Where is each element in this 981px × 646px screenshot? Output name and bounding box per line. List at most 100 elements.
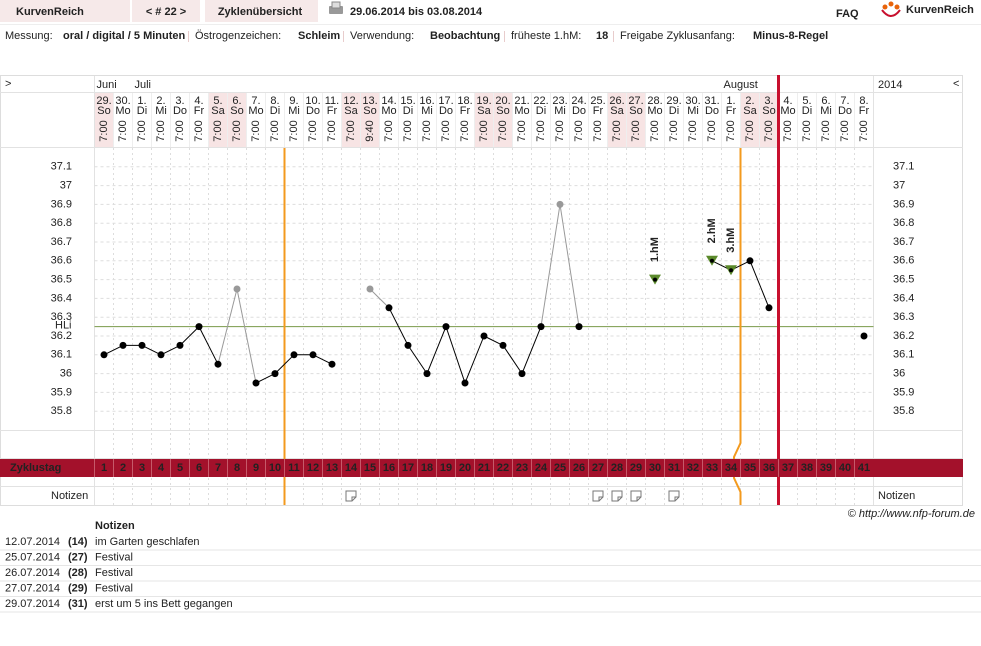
time-label: 7:00 [155,120,167,141]
brand-icon [881,9,901,17]
weekend-shade [208,93,228,147]
time-label: 7:00 [649,120,661,141]
note-icon[interactable] [630,490,642,502]
note-icon[interactable] [668,490,680,502]
info-label: früheste 1.hM: [511,30,581,42]
note-icon[interactable] [611,490,623,502]
temperature-point [518,370,526,378]
y-tick-label-right: 36.7 [893,236,914,248]
time-label: 7:00 [383,120,395,141]
brand: KurvenReich [906,4,974,16]
temperature-point [366,285,374,293]
date-label: 15. [400,95,415,107]
date-label: 4. [194,95,203,107]
date-label: 25. [590,95,605,107]
nav-left[interactable]: > [5,78,11,90]
hli-label: HLi [55,320,72,332]
cycle-day: 38 [801,462,813,474]
temperature-point [252,379,260,387]
cycle-day: 33 [706,462,718,474]
time-label: 7:00 [782,120,794,141]
weekday-label: Mo [514,105,529,117]
time-label: 7:00 [630,120,642,141]
temperature-point [119,341,127,349]
note-day: (29) [68,582,88,594]
cycle-day: 7 [215,462,221,474]
temperature-segment [236,288,257,384]
y-tick-label-right: 37 [893,180,905,192]
time-label: 7:00 [307,120,319,141]
cycle-day: 26 [573,462,585,474]
temperature-segment [483,335,504,346]
time-label: 7:00 [212,120,224,141]
temperature-segment [198,326,219,365]
date-label: 27. [628,95,643,107]
weekend-shade [474,93,494,147]
date-label: 4. [783,95,792,107]
note-icon[interactable] [345,490,357,502]
date-label: 5. [802,95,811,107]
cycle-day: 17 [402,462,414,474]
cycle-day: 40 [839,462,851,474]
note-date: 25.07.2014 [5,551,60,563]
logo: KurvenReich [16,6,84,18]
weekday-label: So [496,105,509,117]
month-label: August [724,79,758,91]
nav-right[interactable]: < [953,78,959,90]
cycle-bar [0,459,963,477]
weekday-label: Di [137,105,147,117]
brand-icon [882,4,888,10]
date-label: 6. [232,95,241,107]
date-label: 31. [704,95,719,107]
note-text: Festival [95,551,133,563]
note-text: Festival [95,567,133,579]
cycle-nav[interactable]: < # 22 > [146,6,186,18]
weekday-label: Mi [421,105,433,117]
temperature-point [309,351,317,359]
weekday-label: Do [572,105,586,117]
y-tick-label-right: 36 [893,368,905,380]
temperature-point [860,332,868,340]
cycle-day: 1 [101,462,107,474]
y-tick-label: 36.1 [51,349,72,361]
y-tick-label: 36 [60,368,72,380]
cycle-day: 16 [383,462,395,474]
weekend-shade [341,93,361,147]
weekday-label: Do [173,105,187,117]
note-day: (14) [68,536,88,548]
weekday-label: Di [270,105,280,117]
temperature-segment [445,326,466,384]
date-label: 19. [476,95,491,107]
weekday-label: Fr [593,105,604,117]
weekend-shade [493,93,513,147]
info-label: Östrogenzeichen: [195,30,281,42]
time-label: 7:00 [402,120,414,141]
date-label: 6. [821,95,830,107]
printer-paper [331,1,341,9]
faq-link[interactable]: FAQ [836,8,859,20]
date-label: 23. [552,95,567,107]
weekday-label: Mi [554,105,566,117]
time-label: 7:00 [250,120,262,141]
time-label: 7:00 [193,120,205,141]
info-value: Minus-8-Regel [753,30,828,42]
time-label: 7:00 [326,120,338,141]
temperature-segment [179,326,200,346]
note-icon[interactable] [592,490,604,502]
date-label: 18. [457,95,472,107]
high-marker-label: 1.hM [649,237,661,262]
note-date: 26.07.2014 [5,567,60,579]
weekday-label: Mi [687,105,699,117]
y-tick-label: 37 [60,180,72,192]
cycle-day: 18 [421,462,433,474]
note-date: 27.07.2014 [5,582,60,594]
temperature-point [404,341,412,349]
cycle-day: 32 [687,462,699,474]
note-text: Festival [95,582,133,594]
temperature-point [442,323,450,331]
cycle-day: 8 [234,462,240,474]
date-label: 9. [289,95,298,107]
y-tick-label-right: 36.4 [893,292,914,304]
temperature-point [290,351,298,359]
overview-link[interactable]: Zyklenübersicht [218,6,303,18]
